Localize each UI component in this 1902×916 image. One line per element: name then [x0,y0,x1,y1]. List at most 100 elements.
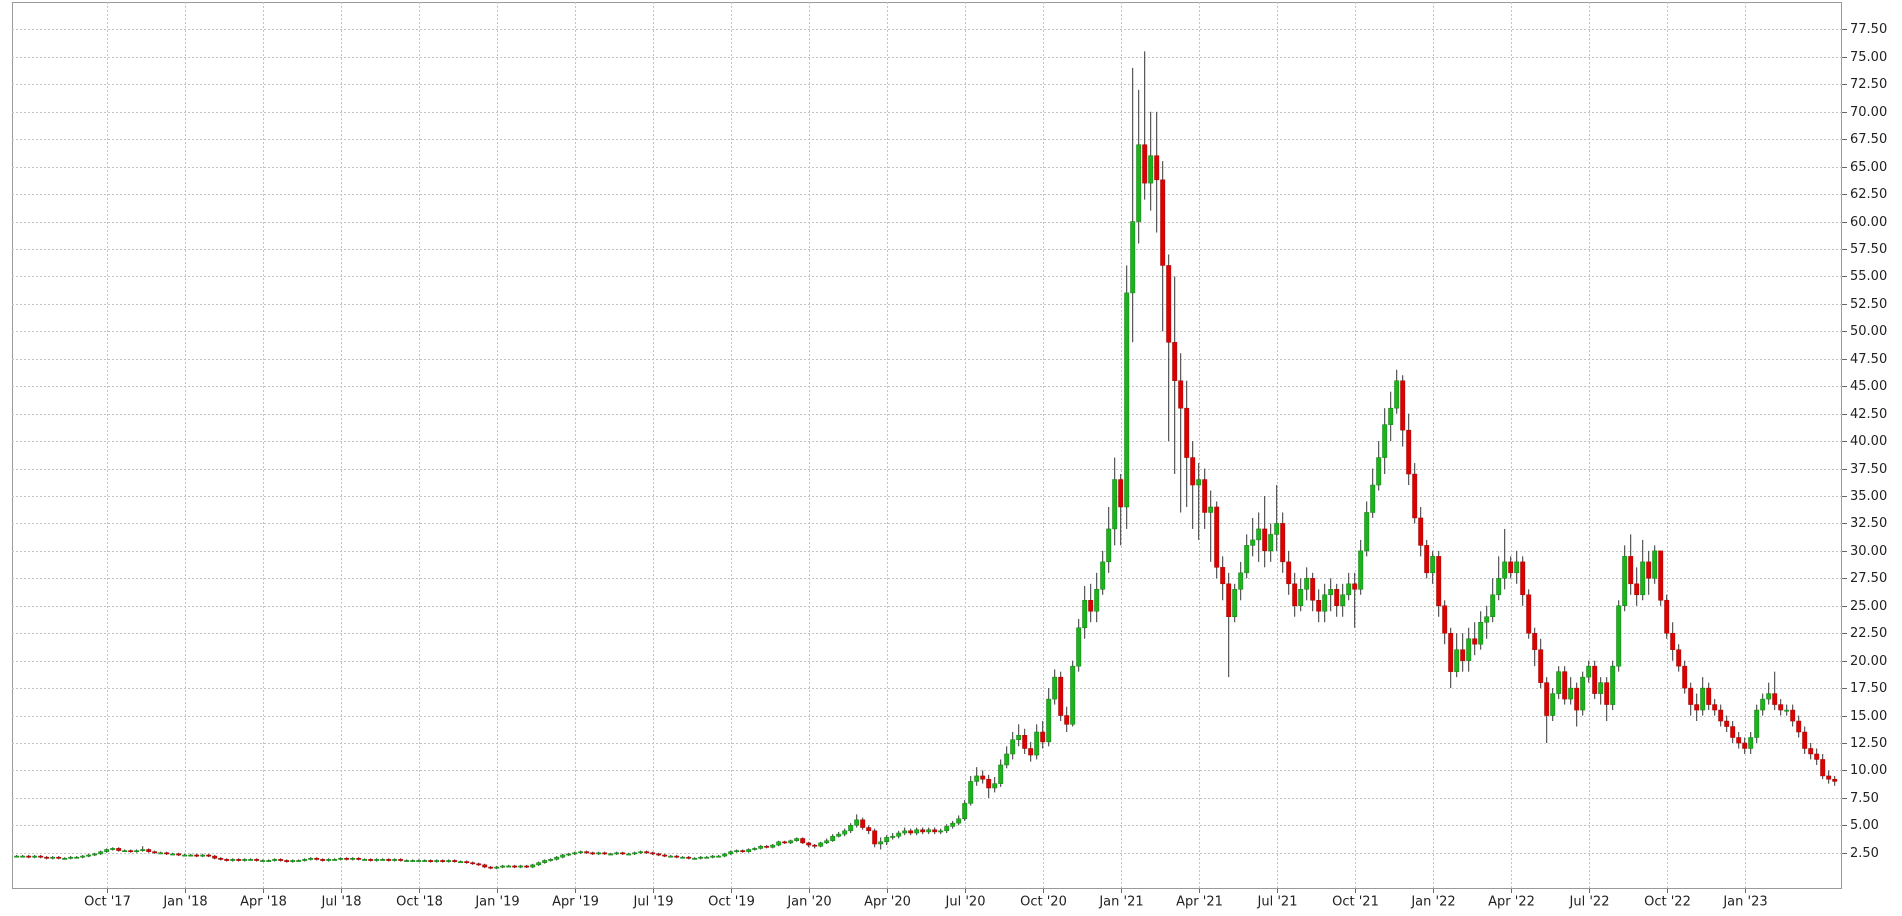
y-tick-label: 47.50 [1850,352,1887,367]
candle-body [1520,561,1526,596]
candle-body [1286,561,1292,585]
candle-body [386,859,392,861]
y-tick-label: 65.00 [1850,160,1887,175]
candle-body [1688,687,1694,705]
candle-body [1442,605,1448,634]
candle-body [1226,583,1232,618]
candle-body [422,860,428,862]
candle-body [668,855,674,858]
candle-body [1766,693,1772,700]
candle-body [1340,594,1346,607]
candle-body [428,860,434,862]
candle-body [1784,709,1790,712]
candle-body [1526,594,1532,634]
candle-body [932,829,938,833]
candle-body [884,837,890,843]
candle-body [44,856,50,859]
candle-body [1634,583,1640,596]
candle-body [1184,407,1190,458]
candle-body [662,854,668,857]
candle-body [92,853,98,856]
candle-body [1400,380,1406,431]
candle-body [1064,715,1070,725]
x-tick-label: Apr '20 [864,895,911,910]
candle-body [80,855,86,858]
candle-body [1466,638,1472,661]
x-tick-label: Oct '18 [396,895,443,910]
candle-body [1130,221,1136,294]
y-tick-label: 32.50 [1850,516,1887,531]
candle-body [212,855,218,859]
candle-body [806,842,812,846]
candle-body [710,855,716,858]
candle-body [110,848,116,850]
grid [12,2,1842,889]
candle-body [1592,665,1598,694]
x-tick-label: Apr '18 [240,895,287,910]
candle-body [848,825,854,832]
candle-body [644,851,650,854]
candle-body [56,856,62,859]
y-tick-label: 20.00 [1850,654,1887,669]
candle-body [1250,539,1256,546]
candle-body [1700,687,1706,711]
candle-body [1682,665,1688,689]
candle-body [956,818,962,824]
candle-body [1580,676,1586,711]
candle-body [1232,589,1238,618]
candle-body [1556,671,1562,694]
y-tick-label: 42.50 [1850,407,1887,422]
candle-body [368,859,374,861]
y-tick-label: 50.00 [1850,324,1887,339]
candle-body [1010,739,1016,755]
candle-body [1694,704,1700,711]
candle-body [1082,600,1088,628]
candle-body [968,781,974,804]
candle-body [1298,589,1304,607]
candle-body [1262,528,1268,552]
candle-body [1244,545,1250,574]
candle-body [974,775,980,782]
candle-body [1676,649,1682,667]
candle-body [1028,748,1034,756]
candle-body [26,855,32,858]
candle-body [1136,144,1142,222]
candle-body [1826,775,1832,780]
candle-body [554,856,560,860]
y-tick-label: 75.00 [1850,50,1887,65]
candle-body [506,865,512,868]
candle-body [602,852,608,855]
candle-body [1076,627,1082,667]
candle-body [362,859,368,861]
candle-body [560,854,566,858]
candle-body [1460,649,1466,661]
candle-body [374,859,380,861]
candle-body [1574,687,1580,711]
candle-body [740,850,746,853]
candle-body [1604,682,1610,705]
candle-body [1358,550,1364,590]
candle-body [1268,534,1274,552]
candle-body [446,860,452,862]
candle-body [1112,479,1118,530]
candle-body [158,852,164,855]
candle-body [518,865,524,868]
candle-body [1214,506,1220,568]
candle-body [1124,292,1130,508]
candle-body [104,849,110,852]
candle-body [38,855,44,858]
y-tick-label: 70.00 [1850,105,1887,120]
candle-body [224,859,230,861]
y-tick-label: 57.50 [1850,242,1887,257]
candle-body [1436,556,1442,607]
x-tick-label: Jul '19 [633,895,674,910]
candle-body [788,840,794,844]
y-tick-label: 10.00 [1850,763,1887,778]
candle-body [344,858,350,860]
x-tick-label: Apr '21 [1176,895,1223,910]
candle-body [1052,676,1058,700]
candle-body [722,853,728,857]
candle-body [878,841,884,845]
candle-body [1538,649,1544,683]
candle-body [566,853,572,856]
